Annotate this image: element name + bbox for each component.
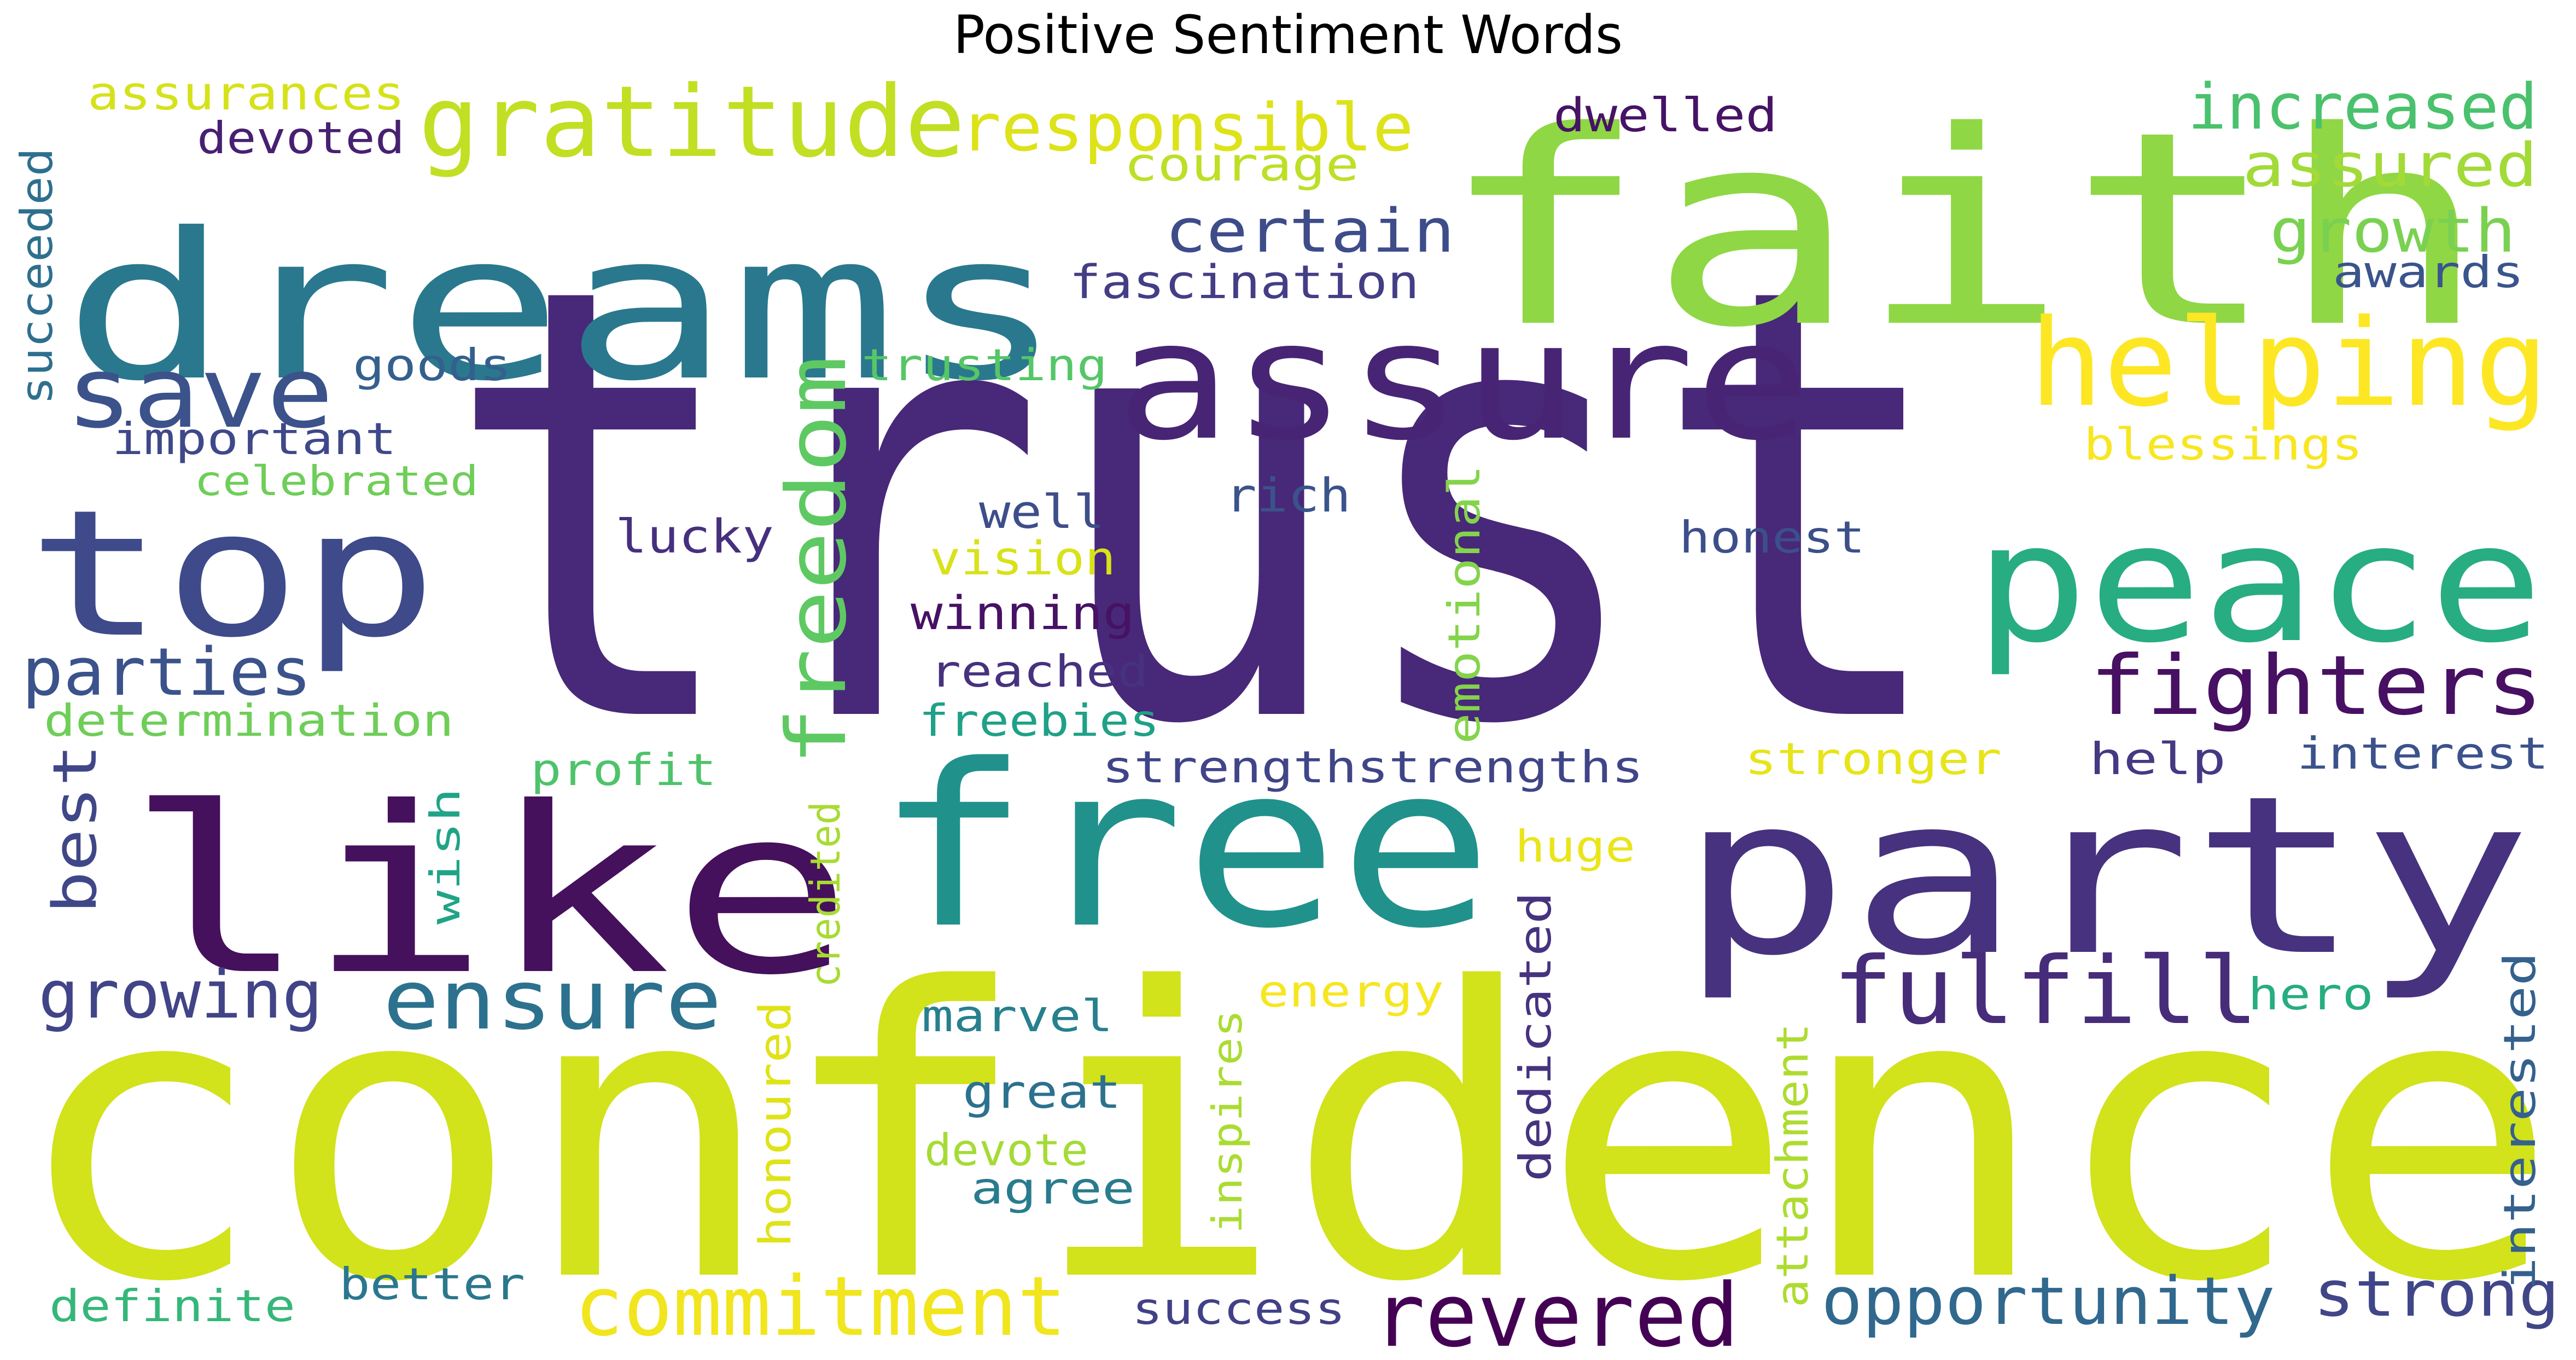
word-vision: vision <box>930 532 1116 586</box>
word-best: best <box>40 744 110 914</box>
word-revered: revered <box>1373 1264 1739 1360</box>
word-energy: energy <box>1258 966 1444 1017</box>
word-trust: trust <box>443 161 1953 855</box>
word-fulfill: fulfill <box>1832 937 2259 1045</box>
word-assure: assure <box>1116 286 1810 476</box>
word-trusting: trusting <box>861 340 1108 391</box>
word-stronger: stronger <box>1745 734 2002 784</box>
word-profit: profit <box>531 745 716 795</box>
word-honoured: honoured <box>750 1001 801 1247</box>
word-opportunity: opportunity <box>1821 1264 2275 1340</box>
word-marvel: marvel <box>922 991 1113 1042</box>
word-celebrated: celebrated <box>194 457 479 505</box>
word-winning: winning <box>911 586 1135 641</box>
word-dreams: dreams <box>63 190 1064 426</box>
word-responsible: responsible <box>960 90 1414 166</box>
word-faith: faith <box>1438 74 2488 386</box>
word-commitment: commitment <box>574 1259 1066 1355</box>
word-helping: helping <box>2029 293 2549 433</box>
word-save: save <box>66 336 334 450</box>
word-great: great <box>963 1065 1121 1119</box>
word-fascination: fascination <box>1069 255 1419 310</box>
word-assured: assured <box>2242 130 2538 200</box>
word-top: top <box>27 473 438 676</box>
word-inspires: inspires <box>1203 1009 1251 1234</box>
word-interest: interest <box>2297 728 2549 779</box>
word-gratitude: gratitude <box>418 65 965 179</box>
word-determination: determination <box>44 695 454 746</box>
word-emotional: emotional <box>1439 465 1490 744</box>
word-ensure: ensure <box>383 953 722 1048</box>
word-dwelled: dwelled <box>1553 89 1777 143</box>
word-important: important <box>112 414 397 464</box>
word-freedom: freedom <box>770 356 865 766</box>
word-confidence: confidence <box>11 904 2560 1360</box>
word-courage: courage <box>1124 138 1359 192</box>
word-free: free <box>875 716 1493 978</box>
word-freebies: freebies <box>919 695 1159 746</box>
word-wish: wish <box>421 788 469 925</box>
word-strengthstrengths: strengthstrengths <box>1102 742 1643 793</box>
word-party: party <box>1679 749 2532 1004</box>
word-attachment: attachment <box>1767 1023 1818 1307</box>
word-succeeded: succeeded <box>11 148 62 405</box>
word-lucky: lucky <box>615 510 774 564</box>
word-growing: growing <box>38 957 323 1033</box>
word-devote: devote <box>924 1125 1088 1176</box>
word-rich: rich <box>1225 469 1351 523</box>
word-reached: reached <box>930 646 1149 697</box>
word-interested: interested <box>2495 952 2545 1291</box>
word-success: success <box>1132 1283 1345 1334</box>
word-parties: parties <box>22 635 312 711</box>
word-certain: certain <box>1165 196 1455 266</box>
word-definite: definite <box>49 1281 295 1332</box>
word-devoted: devoted <box>197 113 405 164</box>
word-fighters: fighters <box>2089 638 2543 734</box>
word-like: like <box>126 758 853 1026</box>
word-strong: strong <box>2313 1258 2560 1331</box>
word-assurances: assurances <box>88 67 405 121</box>
word-increased: increased <box>2188 71 2538 144</box>
word-help: help <box>2089 734 2226 784</box>
word-huge: huge <box>1515 821 1635 872</box>
word-dedicated: dedicated <box>1510 892 1561 1182</box>
word-hero: hero <box>2248 969 2374 1020</box>
word-goods: goods <box>353 340 511 391</box>
chart-title: Positive Sentiment Words <box>953 4 1623 66</box>
word-peace: peace <box>1974 488 2543 679</box>
word-honest: honest <box>1679 512 1865 563</box>
word-awards: awards <box>2333 247 2524 298</box>
word-blessings: blessings <box>2084 419 2363 470</box>
word-better: better <box>339 1259 525 1310</box>
word-agree: agree <box>971 1163 1135 1214</box>
word-well: well <box>979 485 1105 539</box>
word-growth: growth <box>2270 196 2516 266</box>
word-credited: credited <box>801 801 849 987</box>
